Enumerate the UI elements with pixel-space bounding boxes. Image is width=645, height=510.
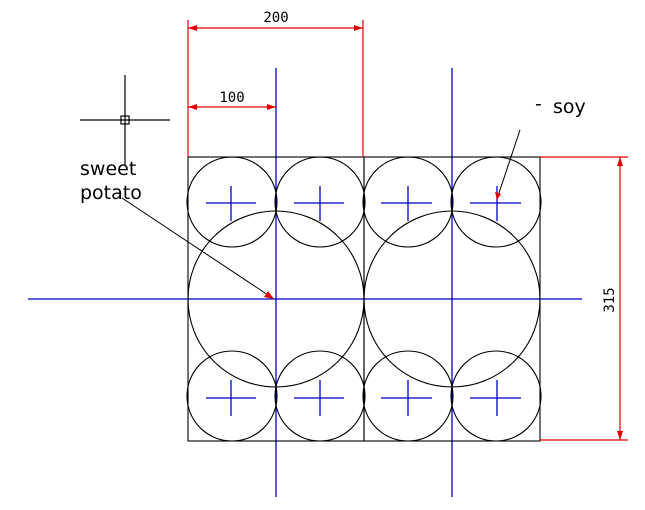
center-mark-top-4 — [470, 186, 521, 221]
small-circle-bottom-1 — [186, 350, 278, 442]
soy-label: soy — [553, 96, 586, 118]
leaders — [121, 129, 521, 298]
dim-100-arrow-left — [188, 104, 197, 110]
dim-315-arrow-top — [617, 157, 623, 166]
center-mark-top-3 — [381, 186, 432, 221]
dim-100-text: 100 — [219, 90, 244, 106]
center-mark-bottom-3 — [381, 380, 432, 416]
sweet-potato-leader — [121, 197, 272, 298]
sweet-potato-label-line2: potato — [80, 182, 142, 204]
sweet-potato-label-line1: sweet — [80, 158, 136, 180]
dim-200-text: 200 — [263, 10, 288, 26]
small-circle-top-3 — [362, 156, 454, 248]
small-circle-bottom-2 — [274, 350, 366, 442]
dimension-lines — [187, 20, 628, 441]
small-circle-bottom-4 — [450, 350, 542, 442]
small-circle-top-1 — [186, 156, 278, 248]
small-circle-bottom-3 — [362, 350, 454, 442]
small-circle-center-marks — [206, 186, 521, 416]
small-circle-top-4 — [450, 156, 542, 248]
soy-label-prefix: - — [535, 93, 542, 115]
small-circle-top-2 — [274, 156, 366, 248]
center-mark-bottom-2 — [294, 380, 344, 416]
dim-200-arrow-right — [354, 25, 363, 31]
centerlines — [28, 68, 582, 497]
sweet-potato-leader-arrow — [264, 291, 274, 299]
center-mark-bottom-4 — [470, 380, 521, 416]
dim-200-arrow-left — [188, 25, 197, 31]
dim-315-text: 315 — [602, 287, 618, 312]
dim-100-arrow-right — [267, 104, 276, 110]
crosshair-cursor-icon — [80, 75, 170, 165]
outlines — [186, 156, 542, 442]
center-mark-top-1 — [206, 186, 256, 221]
center-mark-bottom-1 — [206, 380, 256, 416]
center-mark-top-2 — [294, 186, 344, 221]
dim-315-arrow-bottom — [617, 431, 623, 440]
soy-leader — [496, 129, 521, 200]
soy-leader-arrow — [495, 192, 501, 200]
